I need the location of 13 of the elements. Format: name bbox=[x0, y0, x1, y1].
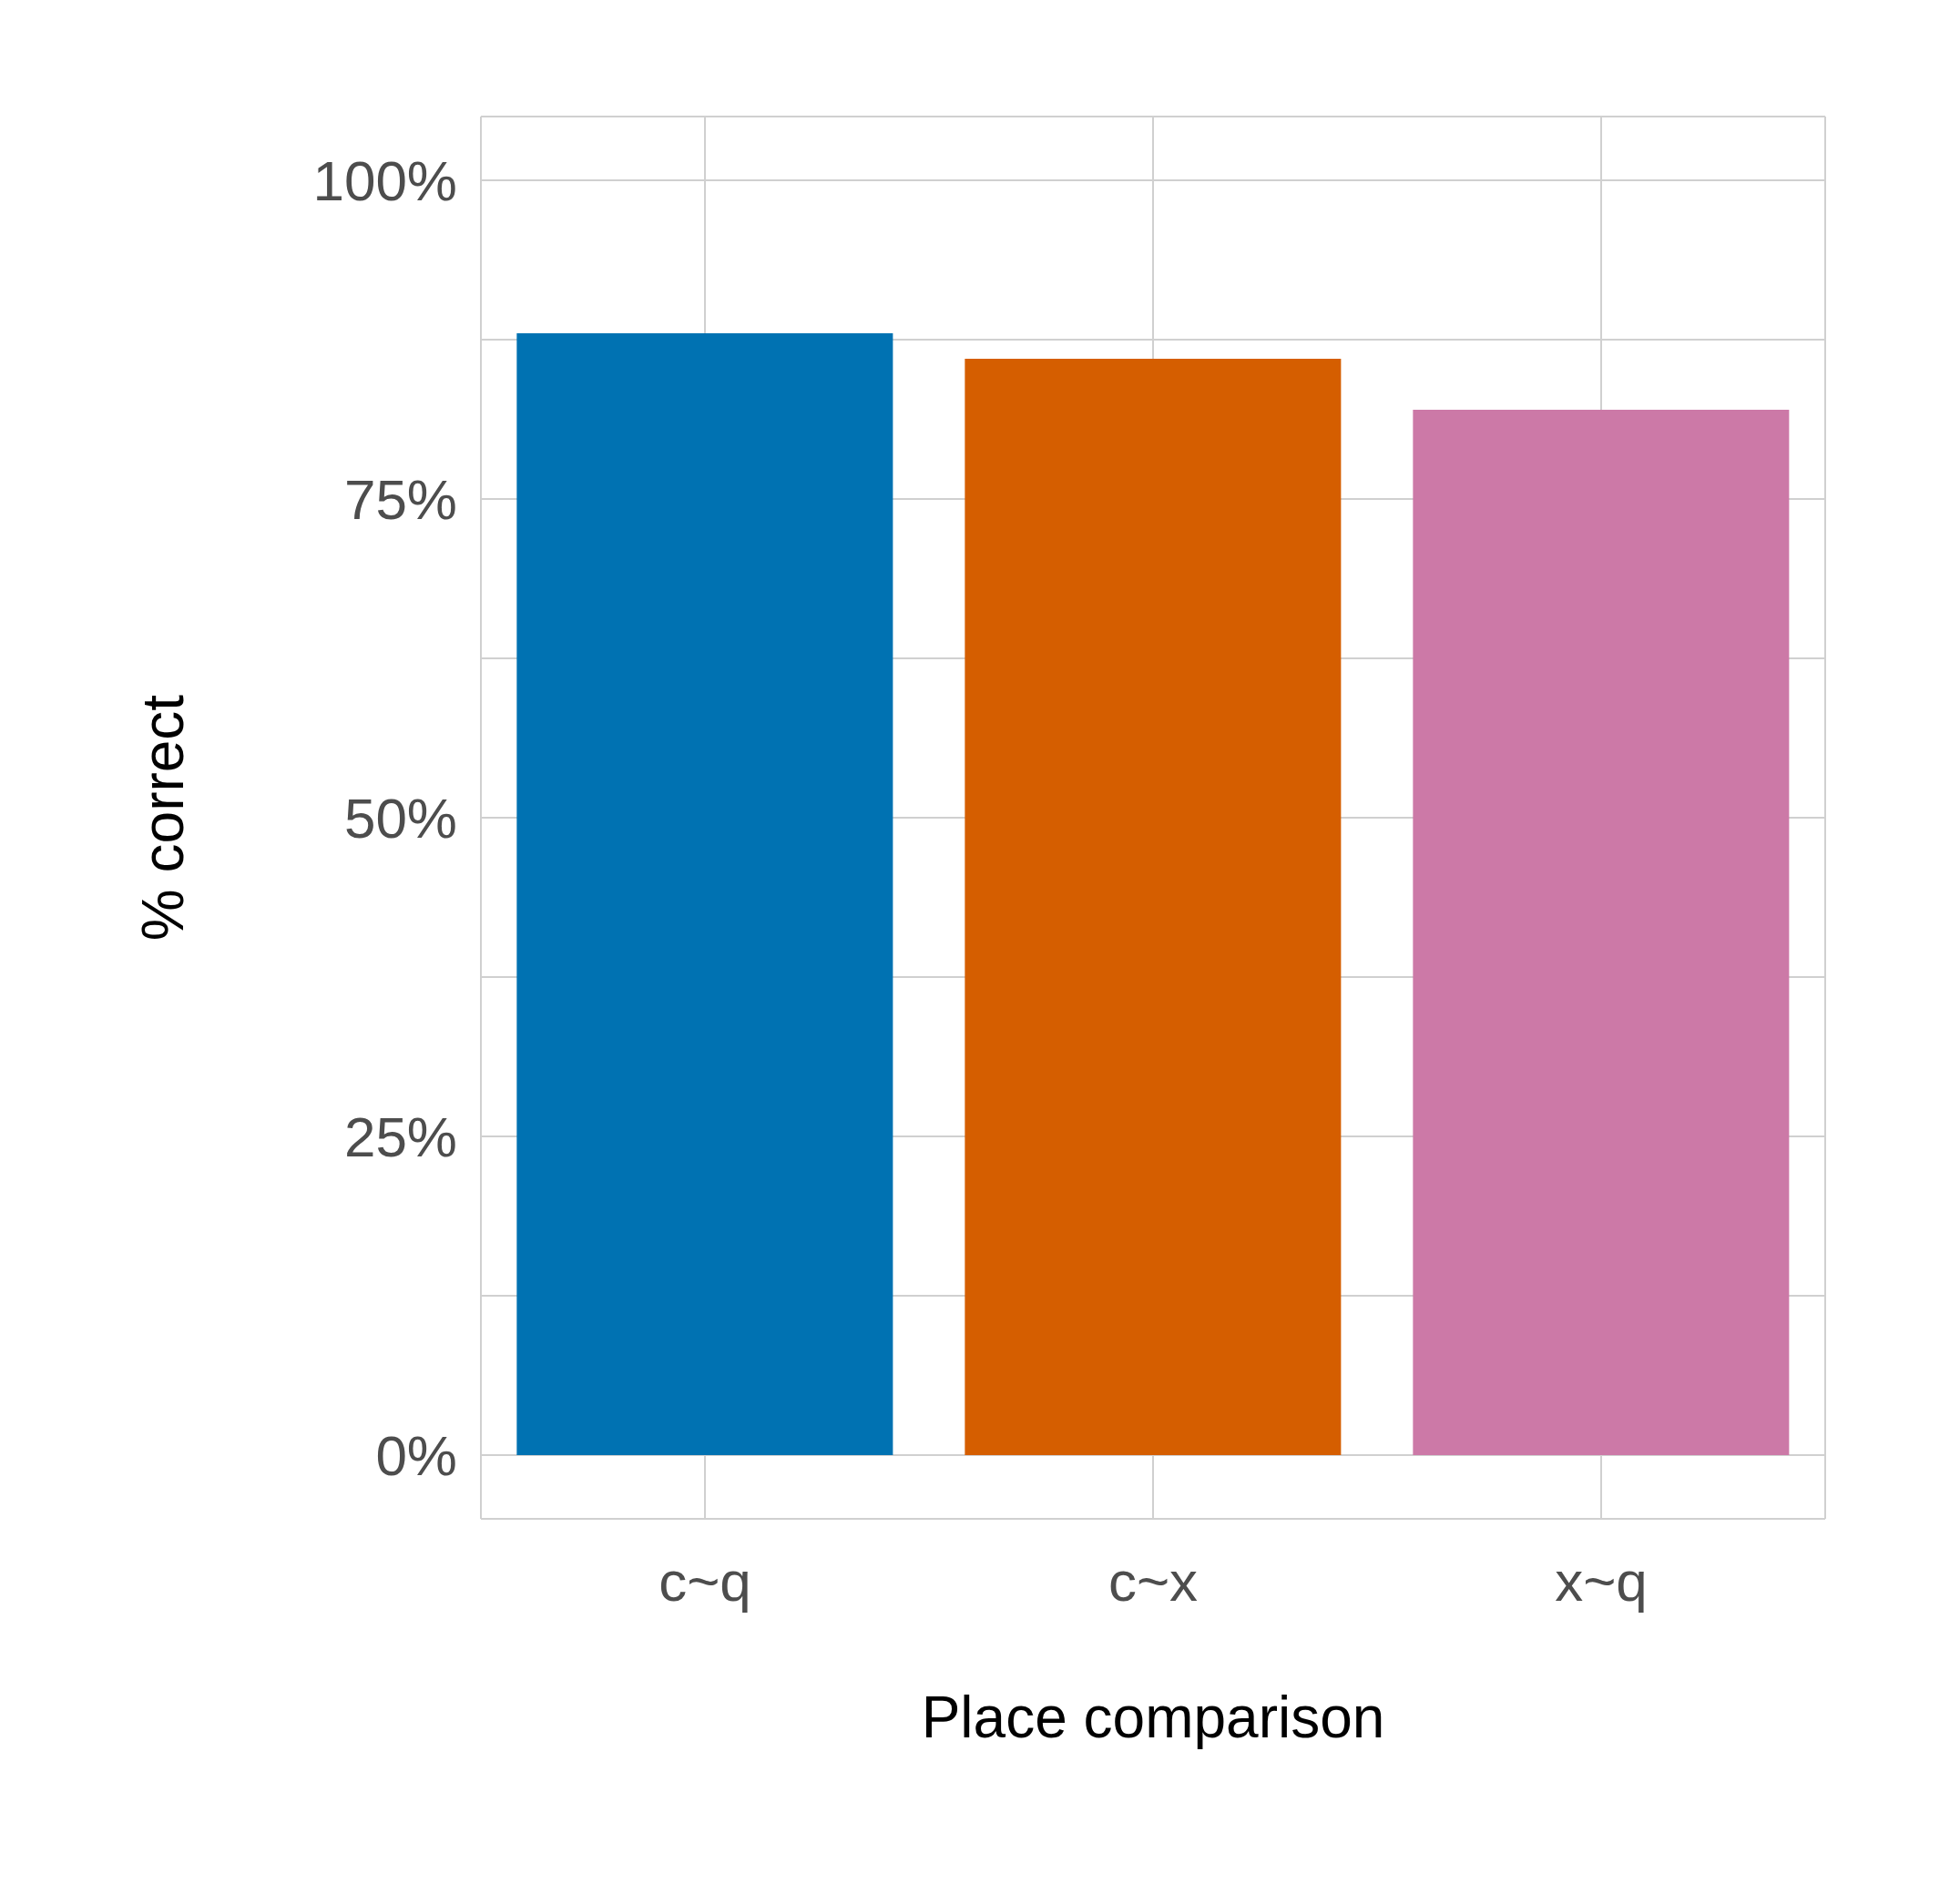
bar bbox=[965, 359, 1342, 1455]
y-axis-title: % correct bbox=[129, 694, 196, 942]
bar bbox=[516, 333, 893, 1455]
x-tick-label: c~q bbox=[658, 1550, 751, 1614]
y-tick-label: 50% bbox=[343, 787, 457, 850]
y-tick-label: 75% bbox=[343, 468, 457, 532]
y-tick-label: 100% bbox=[312, 149, 457, 213]
x-axis-title: Place comparison bbox=[921, 1685, 1385, 1750]
x-tick-label: x~q bbox=[1555, 1550, 1648, 1614]
y-tick-label: 25% bbox=[343, 1105, 457, 1169]
bar bbox=[1413, 410, 1790, 1455]
y-tick-label: 0% bbox=[375, 1424, 457, 1488]
x-tick-label: c~x bbox=[1108, 1550, 1199, 1614]
